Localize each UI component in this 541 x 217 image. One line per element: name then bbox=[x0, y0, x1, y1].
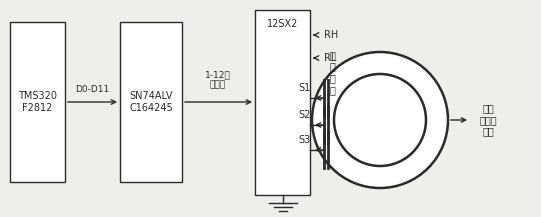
Circle shape bbox=[334, 74, 426, 166]
Bar bbox=[10, 22, 65, 182]
Bar bbox=[120, 22, 182, 182]
Text: RL: RL bbox=[324, 53, 337, 63]
Text: S1: S1 bbox=[298, 83, 310, 93]
Circle shape bbox=[312, 52, 448, 188]
Text: 旋转
变压器
输出: 旋转 变压器 输出 bbox=[479, 103, 497, 136]
Text: 参
考
信
号: 参 考 信 号 bbox=[329, 50, 335, 95]
Text: S2: S2 bbox=[298, 110, 311, 120]
Text: S3: S3 bbox=[298, 135, 310, 145]
Bar bbox=[255, 10, 310, 195]
Text: SN74ALV
C164245: SN74ALV C164245 bbox=[129, 91, 173, 113]
Text: D0-D11: D0-D11 bbox=[75, 85, 109, 94]
Text: RH: RH bbox=[324, 30, 338, 40]
Text: 12SX2: 12SX2 bbox=[267, 19, 298, 29]
Text: TMS320
F2812: TMS320 F2812 bbox=[18, 91, 57, 113]
Text: 1-12位
数字量: 1-12位 数字量 bbox=[205, 70, 231, 90]
